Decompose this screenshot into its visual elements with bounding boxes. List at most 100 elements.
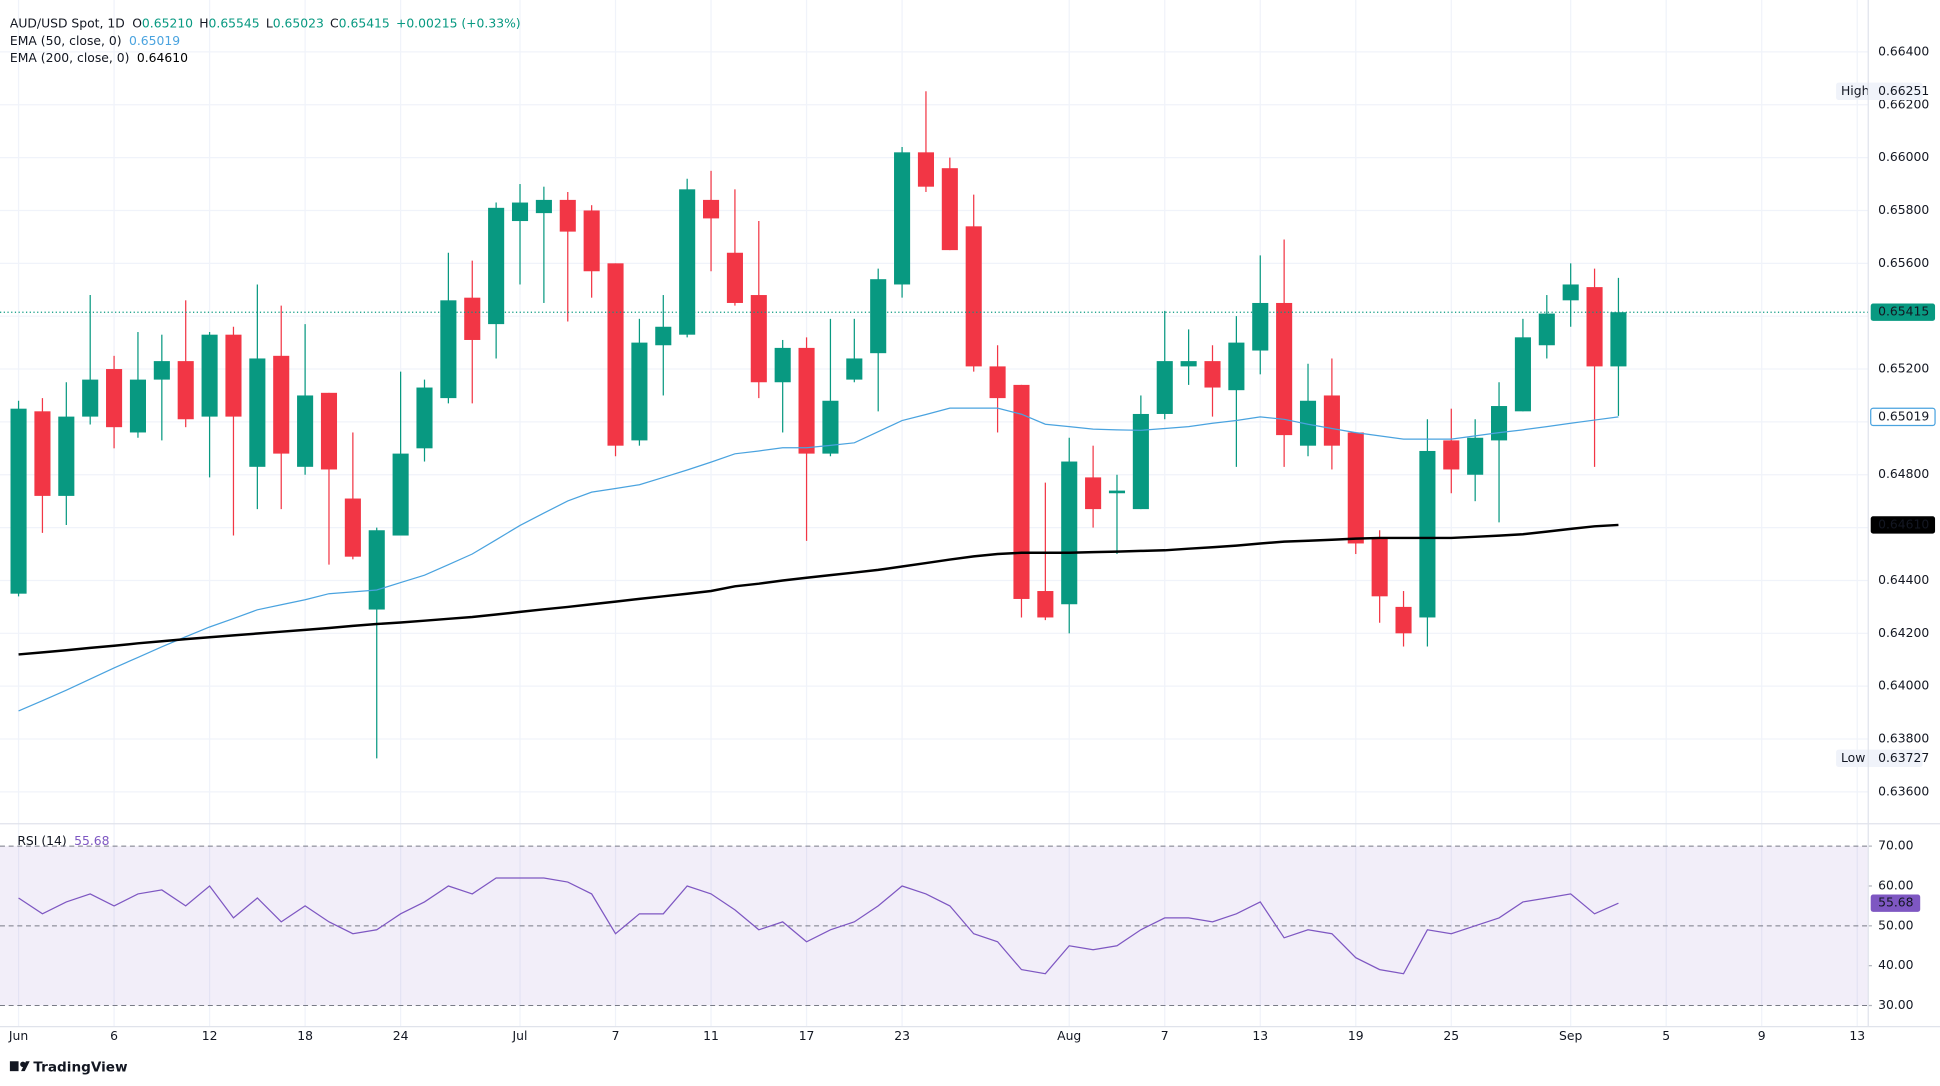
header-text: L <box>266 16 273 30</box>
x-tick-label: 12 <box>202 1029 218 1043</box>
candle-body <box>106 369 123 428</box>
symbol-header: AUD/USD Spot, 1D O0.65210 H0.65545 L0.65023… <box>10 16 521 30</box>
y-tick-label: 0.64200 <box>1878 626 1929 640</box>
x-tick-label: 19 <box>1348 1029 1364 1043</box>
logo: TradingView <box>9 1059 128 1075</box>
candle-body <box>989 366 1006 399</box>
x-tick-label: 5 <box>1662 1029 1670 1043</box>
candle-body <box>559 199 576 232</box>
candle-body <box>344 498 361 557</box>
candle-body <box>1276 302 1293 436</box>
candle-body <box>607 263 624 446</box>
x-tick-label: 23 <box>894 1029 910 1043</box>
x-tick-label: 6 <box>110 1029 118 1043</box>
header-text: C <box>330 16 339 30</box>
header-text: O <box>132 16 142 30</box>
header-text: EMA (50, close, 0) <box>10 33 122 47</box>
rsi-header: RSI (14) 55.68 <box>17 834 109 848</box>
candle-body <box>1085 477 1102 510</box>
candle-body <box>1299 400 1317 446</box>
candle-body <box>535 199 552 214</box>
candle-body <box>153 361 170 380</box>
tag-layer: 0.65019 0.64610 0.65415 High 0.66251 Low 0.637… <box>1836 82 1936 912</box>
candle-body <box>1491 406 1508 441</box>
price-tag-label: 0.65415 <box>1878 305 1929 319</box>
x-tick-label: Aug <box>1057 1029 1081 1043</box>
candle-body <box>917 152 934 187</box>
y-tick-label: 0.66200 <box>1878 97 1929 111</box>
y-tick-label: 0.64800 <box>1878 467 1929 481</box>
x-tick-label: 25 <box>1443 1029 1459 1043</box>
candle-body <box>1037 591 1054 618</box>
candle-body <box>894 152 911 285</box>
rsi-tag <box>1870 894 1921 912</box>
candle-body <box>726 252 743 303</box>
candle-body <box>1156 361 1173 414</box>
candle-body <box>58 416 75 496</box>
rsi-band <box>0 846 1869 1006</box>
rsi-line <box>18 877 1619 975</box>
rsi-tick-label: 30.00 <box>1878 998 1914 1012</box>
candle-body <box>464 297 481 340</box>
candle-body <box>416 387 433 449</box>
ema200-header: EMA (200, close, 0) 0.64610 <box>10 51 188 65</box>
rsi-tick-label: 60.00 <box>1878 878 1914 892</box>
candle-body <box>1108 490 1126 494</box>
candle-body <box>297 395 314 467</box>
header-text: 0.65019 <box>129 33 180 47</box>
candle-body <box>1586 287 1603 367</box>
candle-body <box>846 358 863 380</box>
ema-line <box>18 523 1619 656</box>
x-tick-label: 9 <box>1758 1029 1766 1043</box>
candle-body <box>34 411 51 496</box>
candle-body <box>1538 313 1555 346</box>
candle-body <box>1013 384 1030 599</box>
candle-body <box>320 392 338 470</box>
rsi-tick-label: 40.00 <box>1878 958 1914 972</box>
candle-body <box>1467 437 1484 475</box>
candle-body <box>249 358 266 467</box>
candle-body <box>440 300 457 399</box>
candle-body <box>655 326 672 346</box>
header-text: 0.65415 <box>339 16 390 30</box>
candle-body <box>822 400 839 454</box>
candle-body <box>511 202 529 222</box>
price-tag <box>1870 303 1936 321</box>
extreme-tag-label: 0.63727 <box>1878 751 1929 765</box>
candle-body <box>1514 337 1531 412</box>
y-tick-label: 0.66000 <box>1878 150 1929 164</box>
price-tag <box>1870 407 1936 427</box>
candle-body <box>1252 302 1269 351</box>
x-tick-label: 13 <box>1849 1029 1865 1043</box>
candle-body <box>1347 432 1364 544</box>
y-tick-label: 0.63600 <box>1878 784 1929 798</box>
ema-line <box>18 407 1619 712</box>
price-tag-label: 0.64610 <box>1878 517 1929 531</box>
extreme-tag-name: High <box>1841 84 1869 98</box>
candle-body <box>82 379 99 417</box>
x-tick-label: Sep <box>1559 1029 1582 1043</box>
candle-body <box>774 347 791 383</box>
candle-body <box>488 207 505 325</box>
header-text: AUD/USD Spot, 1D <box>10 16 125 30</box>
extreme-tag-name: Low <box>1841 751 1865 765</box>
x-tick-label: Jul <box>512 1029 528 1043</box>
candle-body <box>1419 450 1436 618</box>
candle-body <box>941 168 958 251</box>
candle-body <box>368 530 385 610</box>
header-text: +0.00215 (+0.33%) <box>396 16 521 30</box>
candle-body <box>1204 361 1221 388</box>
ema50-header: EMA (50, close, 0) 0.65019 <box>10 33 180 47</box>
candle-body <box>392 453 409 536</box>
x-tick-label: Jun <box>8 1029 28 1043</box>
extreme-tag <box>1836 82 1923 100</box>
y-tick-label: 0.64400 <box>1878 573 1929 587</box>
y-tick-label: 0.63800 <box>1878 732 1929 746</box>
y-tick-label: 0.66400 <box>1878 44 1929 58</box>
candle-body <box>631 342 648 441</box>
candle-body <box>129 379 146 433</box>
price-layer <box>0 91 1869 975</box>
candle-body <box>1061 461 1078 605</box>
